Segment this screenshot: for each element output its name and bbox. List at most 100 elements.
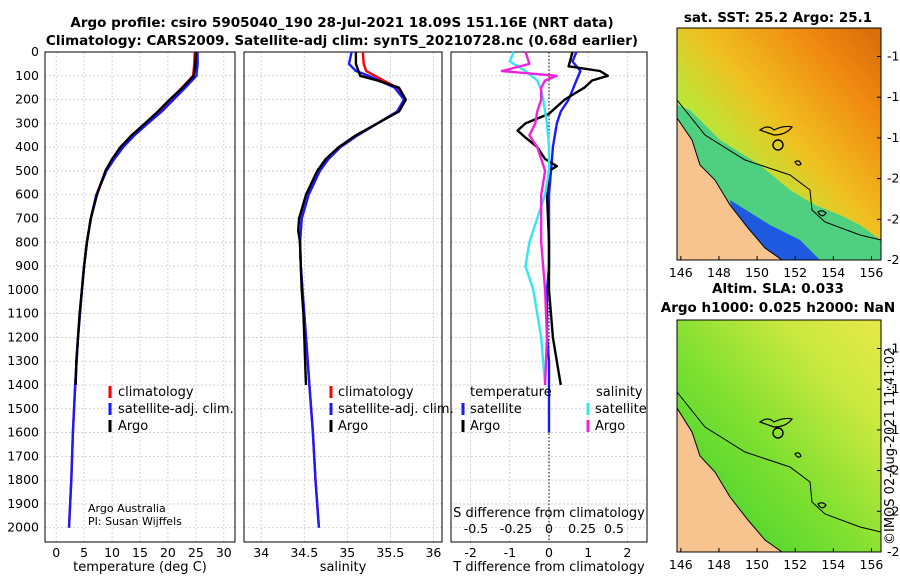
x-tick-label: 1 [584,545,592,560]
map-y-tick-label: -18 [887,130,900,145]
map-y-tick-label: -24 [887,252,900,267]
credit-line2: PI: Susan Wijffels [88,515,182,528]
sla-map-title-line1: Altim. SLA: 0.033 [712,281,844,297]
sla-heatmap [677,320,881,552]
t-difference-xlabel: T difference from climatology [452,560,645,575]
map-x-tick-label: 154 [821,265,845,280]
map-x-tick-label: 148 [707,265,731,280]
map-x-tick-label: 150 [745,265,769,280]
x-tick-label: 35 [339,545,355,560]
x-tick-label: 0 [52,545,60,560]
map-y-tick-label: -24 [887,544,900,559]
depth-tick-labels: 0 100 200 300 400 500 600 700 800 900 1000 1100 1200… [7,44,39,535]
s-difference-tick-labels: -0.5 -0.25 0 0.25 0.5 [464,521,624,536]
y-tick-label: 1300 [7,353,39,368]
series-line-temperature-satellite [545,51,582,433]
sst-map-panel: sat. SST: 25.2 Argo: 25.1 146 148 150 152 15… [669,10,900,280]
legend-argo-label: Argo [338,419,368,434]
y-tick-label: 200 [15,92,39,107]
map-x-tick-label: 150 [745,557,769,572]
salinity-axes-box [243,51,443,543]
y-tick-label: 1100 [7,306,39,321]
legend-s-argo-label: Argo [595,419,625,434]
s-tick-label: -0.5 [464,521,488,536]
s-tick-label: 0 [545,521,553,536]
salinity-xlabel: salinity [320,560,367,575]
legend-argo-label: Argo [118,419,148,434]
series-line-salinity-argo [500,51,558,386]
map-x-tick-label: 154 [821,557,845,572]
y-tick-label: 1800 [7,472,39,487]
sla-map-ticks: 146 148 150 152 154 156 -14 -16 -18 -20 -22 -24 [669,340,900,572]
x-tick-label: -2 [464,545,476,560]
salinity-series [297,51,407,528]
difference-legend-salinity: salinity satellite Argo [586,385,647,434]
legend-climatology-label: climatology [118,385,194,400]
legend-satellite-label: satellite-adj. clim. [338,402,454,417]
x-tick-label: 36 [425,545,441,560]
sla-map-panel: Altim. SLA: 0.033 Argo h1000: 0.025 h200… [661,281,900,572]
legend-temperature-title: temperature [470,385,552,400]
temperature-tick-labels: 0 5 10 15 20 25 30 [52,545,232,560]
sla-bathymetry-contour [677,391,881,533]
salinity-legend: climatology satellite-adj. clim. Argo [329,385,454,434]
salinity-tick-labels: 34 34.5 35 35.5 36 [253,545,441,560]
y-tick-label: 1200 [7,329,39,344]
legend-t-argo-label: Argo [470,419,500,434]
sla-islands [794,452,827,509]
sla-reef [758,417,794,428]
x-tick-label: 34.5 [290,545,318,560]
imos-stamp: ©IMOS 02-Aug-2021 11:41:02 [883,348,898,545]
map-y-tick-label: -20 [887,463,900,478]
temperature-panel: 0100200300400500600700800900100011001200… [7,44,236,575]
s-difference-xlabel: S difference from climatology [453,506,645,521]
sst-heatmap [677,28,881,260]
sst-map-ticks: 146 148 150 152 154 156 -14 -16 -18 -20 -22 -24 [669,48,900,280]
y-tick-label: 2000 [7,520,39,535]
map-y-tick-label: -16 [887,381,900,396]
y-tick-label: 500 [15,163,39,178]
temperature-series [67,51,199,528]
x-tick-label: 15 [132,545,148,560]
series-line-salinity-satellite [508,51,551,386]
s-tick-label: 0.25 [568,521,596,536]
sla-land [677,407,783,552]
map-x-tick-label: 156 [860,557,884,572]
map-y-tick-label: -16 [887,89,900,104]
x-tick-label: 0 [545,545,553,560]
y-tick-label: 100 [15,68,39,83]
sst-map-frame [676,27,882,261]
temperature-grid [45,51,235,542]
map-x-tick-label: 156 [860,265,884,280]
sst-reef [758,125,794,136]
argo-float-marker-sla [772,427,784,439]
legend-s-satellite-label: satellite [595,402,647,417]
x-tick-label: 5 [80,545,88,560]
argo-float-marker [772,139,784,151]
x-tick-label: 34 [253,545,269,560]
sst-map-title: sat. SST: 25.2 Argo: 25.1 [684,10,872,26]
y-tick-label: 800 [15,234,39,249]
map-x-tick-label: 146 [669,265,693,280]
map-y-tick-label: -14 [887,48,900,63]
s-tick-label: -0.25 [500,521,532,536]
x-tick-label: -1 [504,545,516,560]
credit-line1: Argo Australia [88,502,166,515]
s-tick-label: 0.5 [604,521,624,536]
legend-satellite-label: satellite-adj. clim. [118,402,234,417]
y-tick-label: 1000 [7,282,39,297]
y-tick-label: 1900 [7,496,39,511]
map-x-tick-label: 152 [783,557,807,572]
map-y-tick-label: -20 [887,171,900,186]
y-tick-label: 600 [15,187,39,202]
x-tick-label: 35.5 [376,545,404,560]
figure-title-line2: Climatology: CARS2009. Satellite-adj cli… [46,33,638,49]
sst-bathymetry-contour [677,99,881,241]
salinity-grid [244,51,442,542]
map-y-tick-label: -14 [887,340,900,355]
map-y-tick-label: -22 [887,211,900,226]
sla-map-frame [676,319,882,553]
y-tick-label: 1600 [7,425,39,440]
y-tick-label: 700 [15,211,39,226]
